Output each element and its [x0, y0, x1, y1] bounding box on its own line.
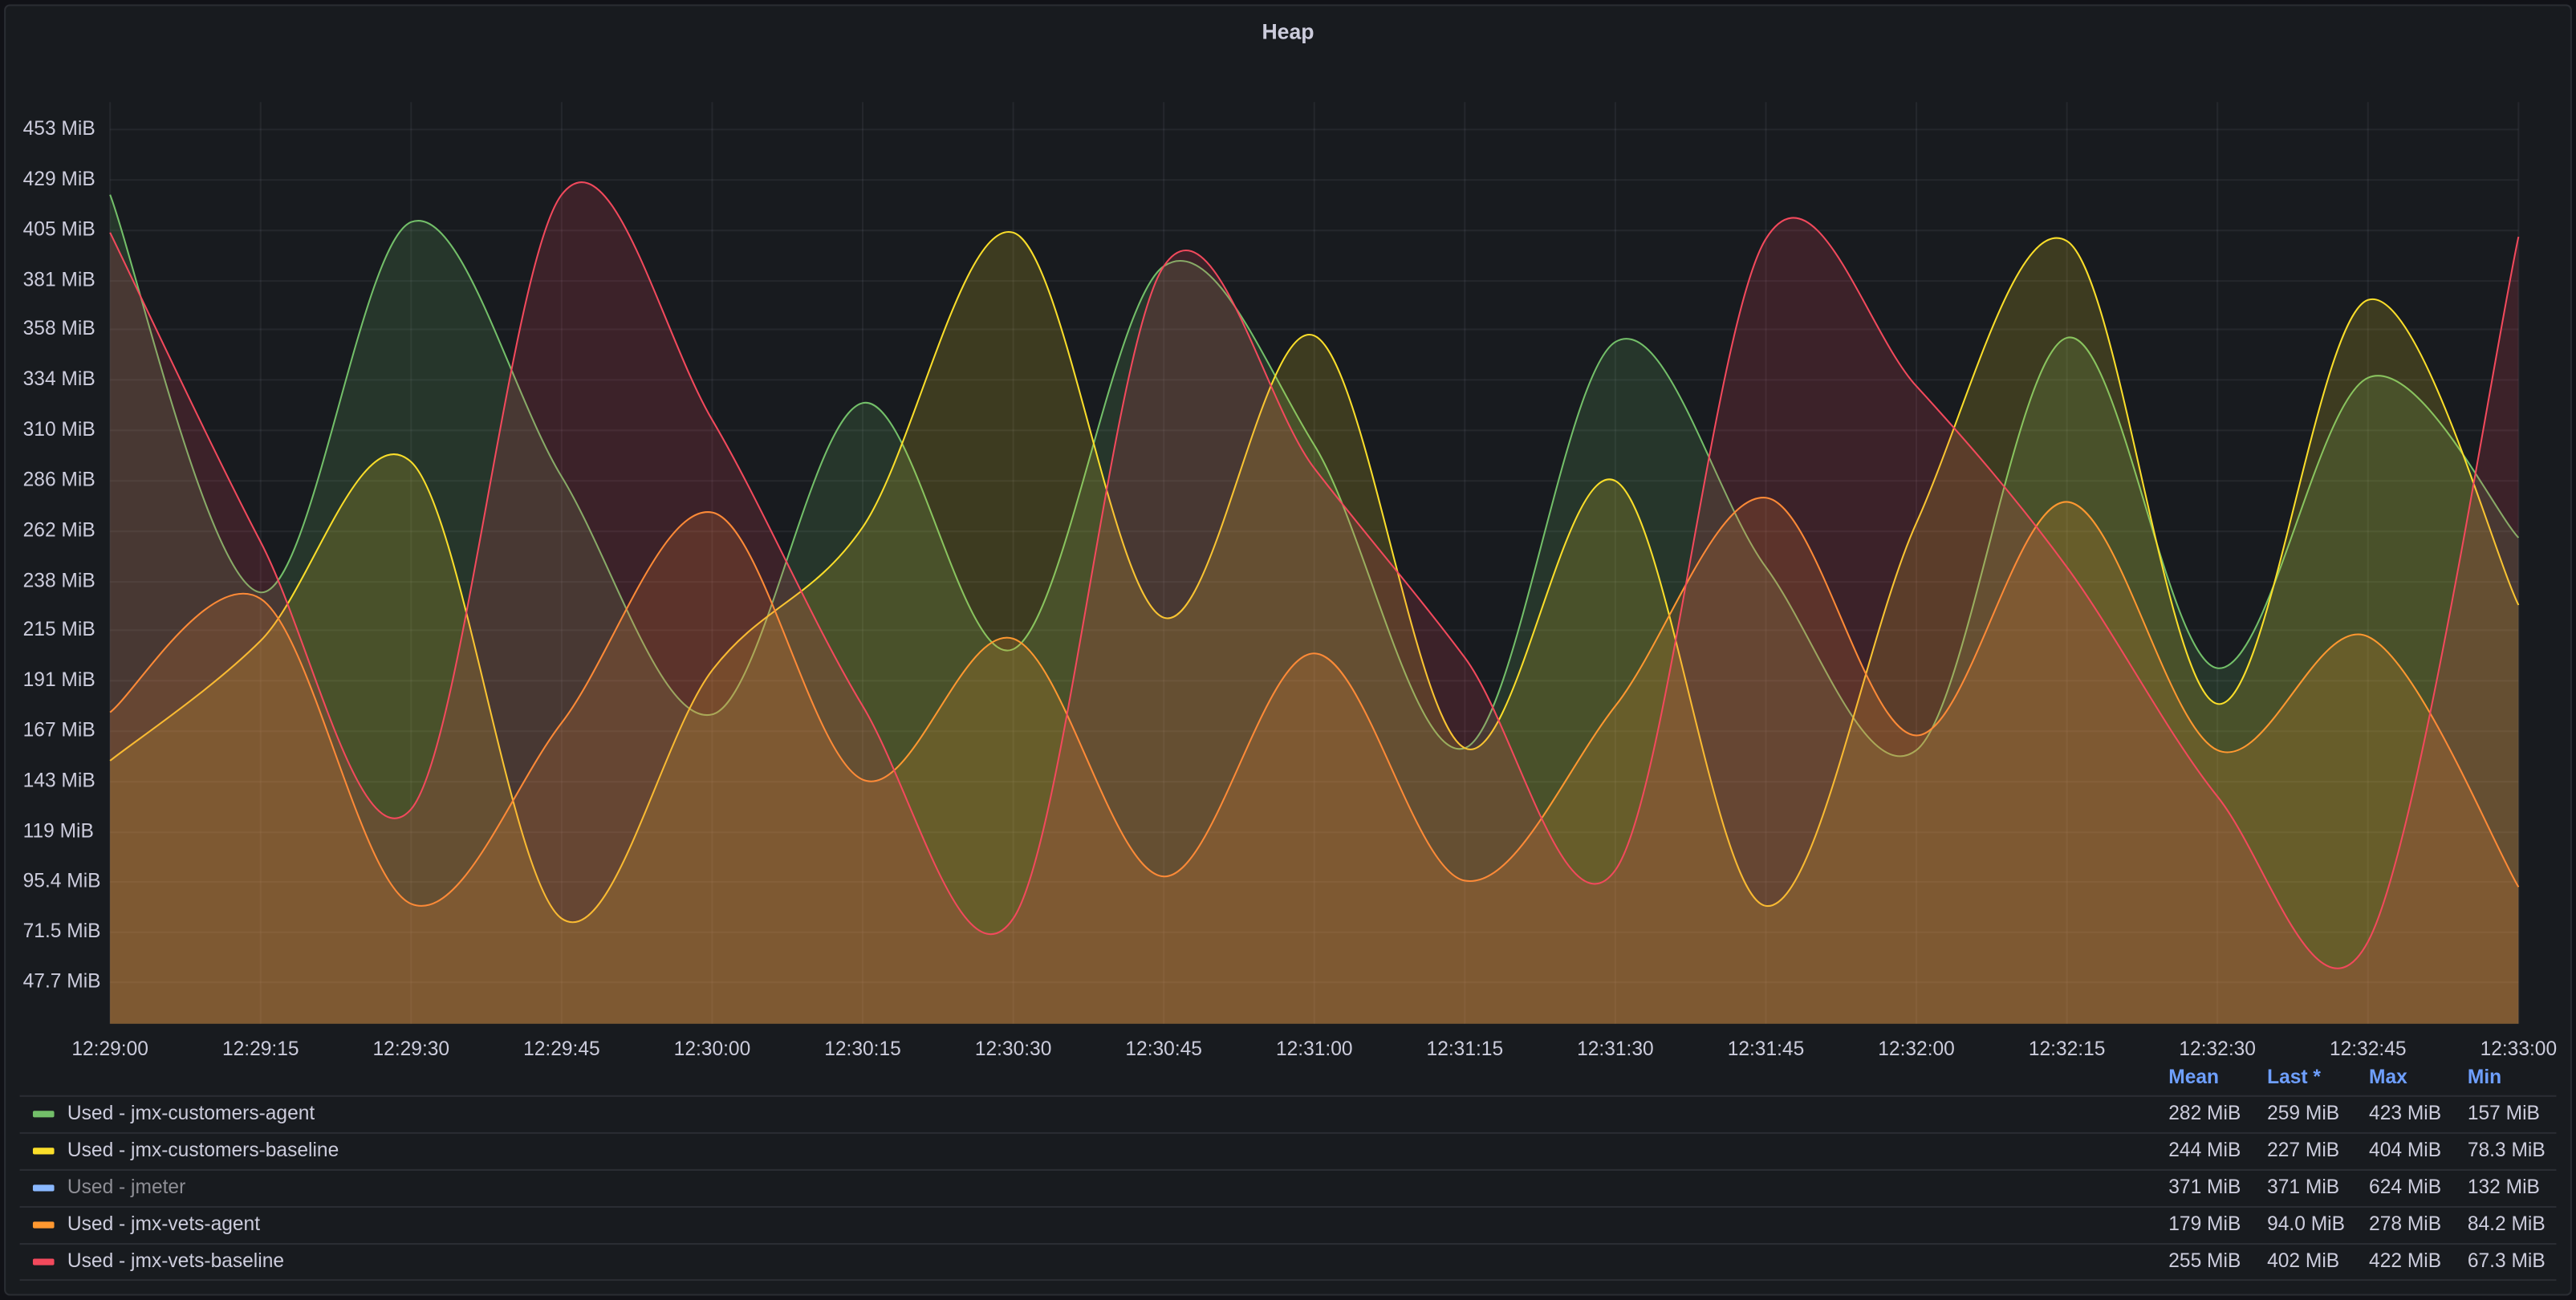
- series-line: [109, 497, 2520, 907]
- series-line: [109, 231, 2520, 924]
- legend-value: 423 MiB: [2369, 1103, 2441, 1124]
- y-tick-label: 71.5 MiB: [23, 920, 101, 942]
- series-area: [110, 231, 2519, 1024]
- y-tick-label: 334 MiB: [23, 368, 95, 390]
- series-area: [110, 182, 2519, 1024]
- x-tick-label: 12:31:15: [1427, 1038, 1504, 1060]
- legend-value: 624 MiB: [2369, 1176, 2441, 1198]
- legend-column-header: Last *: [2267, 1066, 2321, 1088]
- x-tick-label: 12:29:15: [222, 1038, 299, 1060]
- legend-value: 282 MiB: [2168, 1103, 2241, 1124]
- legend-value: 157 MiB: [2468, 1103, 2540, 1124]
- legend-column-header: Mean: [2168, 1066, 2219, 1088]
- legend-swatch: [32, 1111, 55, 1118]
- x-tick-label: 12:32:15: [2029, 1038, 2106, 1060]
- x-tick-label: 12:30:30: [975, 1038, 1052, 1060]
- legend-name: Used - jmx-customers-agent: [67, 1103, 315, 1124]
- x-tick-label: 12:29:45: [523, 1038, 600, 1060]
- legend-value: 78.3 MiB: [2468, 1140, 2546, 1161]
- panel-background: [4, 4, 2572, 1296]
- x-tick-label: 12:32:45: [2330, 1038, 2407, 1060]
- x-tick-label: 12:30:15: [824, 1038, 901, 1060]
- y-tick-label: 310 MiB: [23, 419, 95, 441]
- y-tick-label: 358 MiB: [23, 318, 95, 339]
- legend-swatch: [32, 1221, 55, 1229]
- legend-name: Used - jmeter: [67, 1176, 185, 1198]
- x-tick-label: 12:30:45: [1125, 1038, 1202, 1060]
- legend-value: 402 MiB: [2267, 1250, 2339, 1272]
- legend-swatch: [32, 1148, 55, 1155]
- y-tick-label: 381 MiB: [23, 270, 95, 291]
- x-tick-label: 12:30:00: [674, 1038, 751, 1060]
- legend-value: 371 MiB: [2267, 1176, 2339, 1198]
- y-tick-label: 215 MiB: [23, 619, 95, 640]
- legend-value: 227 MiB: [2267, 1140, 2339, 1161]
- series-area: [110, 194, 2519, 1024]
- y-tick-label: 405 MiB: [23, 219, 95, 241]
- y-tick-label: 167 MiB: [23, 720, 95, 741]
- legend-name: Used - jmx-vets-agent: [67, 1213, 260, 1235]
- x-tick-label: 12:29:30: [373, 1038, 450, 1060]
- legend-value: 244 MiB: [2168, 1140, 2241, 1161]
- legend-name: Used - jmx-vets-baseline: [67, 1250, 284, 1272]
- legend-value: 179 MiB: [2168, 1213, 2241, 1235]
- y-tick-label: 286 MiB: [23, 469, 95, 491]
- legend-column-header: Min: [2468, 1066, 2501, 1088]
- legend-value: 84.2 MiB: [2468, 1213, 2546, 1235]
- y-tick-label: 119 MiB: [23, 821, 94, 843]
- panel-title: Heap: [1262, 19, 1314, 43]
- legend-column-header: Max: [2369, 1066, 2407, 1088]
- y-tick-label: 95.4 MiB: [23, 870, 101, 892]
- y-tick-label: 191 MiB: [23, 669, 95, 691]
- legend-value: 371 MiB: [2168, 1176, 2241, 1198]
- legend-value: 94.0 MiB: [2267, 1213, 2345, 1235]
- series-line: [109, 194, 2520, 758]
- legend-name: Used - jmx-customers-baseline: [67, 1140, 339, 1161]
- x-tick-label: 12:31:30: [1577, 1038, 1654, 1060]
- y-tick-label: 429 MiB: [23, 169, 95, 190]
- legend-value: 278 MiB: [2369, 1213, 2441, 1235]
- x-tick-label: 12:31:00: [1276, 1038, 1353, 1060]
- series-area: [110, 498, 2519, 1024]
- x-tick-label: 12:29:00: [71, 1038, 148, 1060]
- legend-value: 404 MiB: [2369, 1140, 2441, 1161]
- legend-value: 422 MiB: [2369, 1250, 2441, 1272]
- y-tick-label: 143 MiB: [23, 770, 95, 792]
- legend-value: 259 MiB: [2267, 1103, 2339, 1124]
- y-tick-label: 47.7 MiB: [23, 971, 101, 993]
- y-tick-label: 262 MiB: [23, 520, 95, 542]
- x-tick-label: 12:32:30: [2179, 1038, 2256, 1060]
- x-tick-label: 12:32:00: [1878, 1038, 1955, 1060]
- series-line: [109, 181, 2520, 969]
- legend-value: 255 MiB: [2168, 1250, 2241, 1272]
- legend-value: 132 MiB: [2468, 1176, 2540, 1198]
- x-tick-label: 12:33:00: [2481, 1038, 2558, 1060]
- y-tick-label: 238 MiB: [23, 571, 95, 592]
- y-tick-label: 453 MiB: [23, 118, 95, 140]
- legend-swatch: [32, 1258, 55, 1265]
- legend-value: 67.3 MiB: [2468, 1250, 2546, 1272]
- x-tick-label: 12:31:45: [1728, 1038, 1805, 1060]
- legend-swatch: [32, 1184, 55, 1192]
